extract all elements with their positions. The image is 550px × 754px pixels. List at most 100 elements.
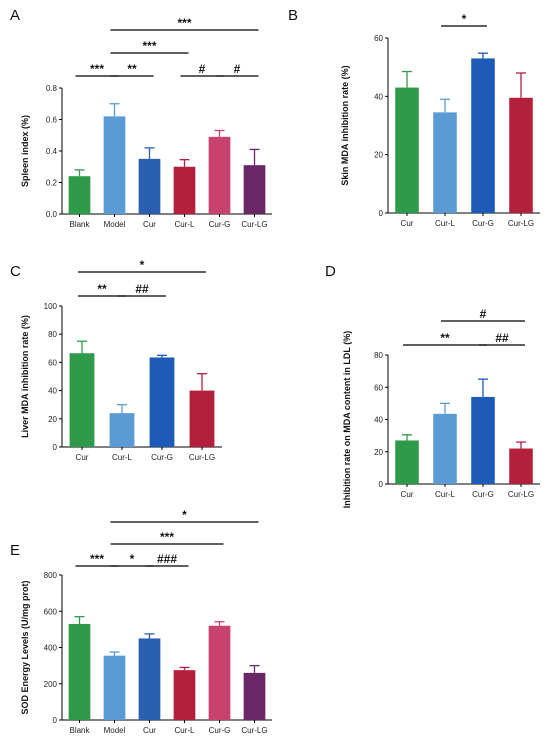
significance-label: ## [495,331,509,345]
y-tick-label: 200 [44,680,58,689]
bar [109,413,135,447]
y-axis-label: Skin MDA inhibition rate (%) [340,65,350,185]
x-tick-label: Cur [401,219,414,228]
bar [149,357,175,447]
significance-label: ** [440,331,450,345]
significance-label: * [130,552,135,566]
x-tick-label: Model [104,220,126,229]
x-tick-label: Cur [143,220,156,229]
y-tick-label: 0 [379,480,384,489]
bar [433,413,457,484]
x-tick-label: Cur [143,726,156,735]
y-tick-label: 40 [374,92,383,101]
x-tick-label: Blank [69,220,90,229]
bar [173,670,196,720]
significance-label: ## [135,282,149,296]
x-tick-label: Cur-L [174,726,195,735]
y-axis-label: SOD Energy Levels (U/mg prot) [20,580,30,714]
significance-label: *** [142,39,156,53]
x-tick-label: Cur-L [174,220,195,229]
bar [208,625,231,720]
x-tick-label: Cur-G [151,453,173,462]
bar [243,165,266,214]
bar [509,448,533,484]
y-axis-label: Liver MDA inhibition rate (%) [20,315,30,438]
y-axis-label: Spleen index (%) [20,115,30,187]
panel-a: A 0.0 0.2 0.4 0.6 0.8 Spleen index (%) Blank Mod… [10,7,272,229]
significance-label: *** [177,16,191,30]
y-tick-label: 0.2 [46,179,58,188]
y-tick-label: 800 [44,571,58,580]
x-tick-label: Cur-G [472,490,494,499]
x-tick-label: Cur-LG [241,220,267,229]
bar [103,655,126,720]
panel-e: E 0 200 400 600 800 SOD Energy Levels (U/mg pr… [10,508,272,735]
panel-label: D [325,263,336,280]
y-tick-label: 0 [53,716,58,725]
x-tick-label: Cur-LG [241,726,267,735]
y-tick-label: 400 [44,644,58,653]
y-tick-label: 80 [374,351,383,360]
y-tick-label: 0.6 [46,116,58,125]
bar [208,136,231,214]
bar [509,97,533,213]
y-tick-label: 0.0 [46,210,58,219]
bar [69,353,95,447]
y-tick-label: 80 [48,330,57,339]
bar [395,440,419,484]
bar [138,638,161,720]
x-tick-label: Cur-LG [508,219,534,228]
y-tick-label: 20 [374,448,383,457]
bar [471,396,495,484]
significance-label: * [182,508,187,522]
x-tick-label: Cur-LG [189,453,215,462]
x-tick-label: Cur-L [435,490,456,499]
y-tick-label: 0 [379,209,384,218]
bar [68,623,91,720]
panel-label: B [288,7,298,24]
panel-label: C [10,263,21,280]
y-tick-label: 20 [374,151,383,160]
y-axis-label: Inhibition rate on MDA content in LDL (%… [342,331,352,508]
significance-label: * [462,12,467,26]
bar [243,672,266,720]
panel-c: C 0 20 40 60 80 100 Liver MDA inhibition rate (… [10,258,222,462]
x-tick-label: Cur-G [209,220,231,229]
y-tick-label: 0.8 [46,84,58,93]
y-tick-label: 60 [374,34,383,43]
panel-d: D 0 20 40 60 80 Inhibition rate on MDA content… [325,263,540,508]
significance-label: *** [90,552,104,566]
y-tick-label: 40 [48,387,57,396]
x-tick-label: Cur-LG [508,490,534,499]
significance-label: # [480,307,487,321]
bar [471,58,495,213]
bar [138,158,161,214]
y-tick-label: 40 [374,416,383,425]
significance-label: # [234,62,241,76]
significance-label: ### [157,552,177,566]
x-tick-label: Cur-G [209,726,231,735]
x-tick-label: Cur [401,490,414,499]
significance-label: ** [97,282,107,296]
y-tick-label: 100 [44,302,58,311]
panel-b: B 0 20 40 60 Skin MDA inhibition rate (%) Cur C… [288,7,540,228]
y-tick-label: 60 [48,358,57,367]
bar [173,166,196,214]
y-tick-label: 20 [48,415,57,424]
bar [395,87,419,213]
bar [103,116,126,214]
significance-label: ** [127,62,137,76]
x-tick-label: Blank [69,726,90,735]
significance-label: *** [90,62,104,76]
y-tick-label: 60 [374,383,383,392]
x-tick-label: Model [104,726,126,735]
x-tick-label: Cur-L [112,453,133,462]
significance-label: # [199,62,206,76]
panel-label: E [10,542,20,559]
x-tick-label: Cur-L [435,219,456,228]
panel-label: A [10,7,20,24]
y-tick-label: 600 [44,607,58,616]
significance-label: * [140,258,145,272]
bar [68,176,91,214]
